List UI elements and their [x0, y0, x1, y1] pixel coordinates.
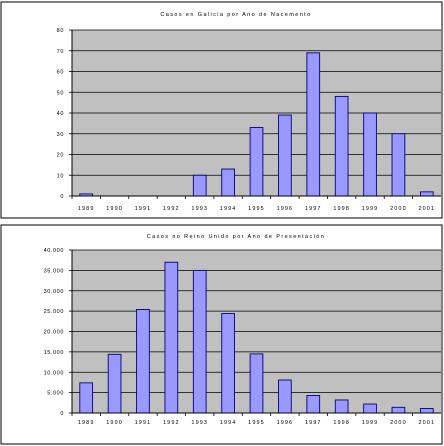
- bar: [221, 168, 235, 197]
- y-tick-label: 25.000: [44, 309, 64, 315]
- x-tick-label: 1998: [333, 206, 350, 212]
- x-tick-label: 1995: [248, 206, 265, 212]
- y-tick-label: 40: [57, 111, 64, 117]
- y-tick-label: 10.000: [44, 370, 64, 376]
- x-tick-label: 2001: [418, 206, 435, 212]
- y-tick-label: 80: [57, 28, 64, 34]
- x-tick-label: 1993: [191, 206, 208, 212]
- x-tick-label: 1989: [78, 206, 95, 212]
- chart-reino-unido: Casos no Reino Unido por Ano de Presenta…: [0, 224, 443, 445]
- bar: [306, 52, 321, 197]
- y-tick-label: 20.000: [44, 330, 64, 336]
- bar: [164, 261, 179, 414]
- y-tick-label: 40.000: [44, 248, 64, 254]
- x-tick-label: 1997: [305, 206, 322, 212]
- x-tick-label: 1990: [106, 420, 123, 426]
- bar: [306, 395, 321, 414]
- bar: [136, 309, 150, 414]
- x-tick-label: 2000: [390, 420, 407, 426]
- x-tick-label: 1992: [163, 206, 180, 212]
- bar: [249, 353, 264, 414]
- bar: [79, 382, 94, 414]
- y-tick-label: 30: [57, 132, 64, 138]
- bar: [419, 408, 434, 414]
- bar: [249, 127, 264, 197]
- chart-title: Casos no Reino Unido por Ano de Presenta…: [147, 234, 325, 240]
- x-tick-label: 2001: [418, 420, 435, 426]
- x-tick-label: 1990: [106, 206, 123, 212]
- x-tick-label: 1996: [277, 206, 294, 212]
- y-tick-label: 20: [57, 153, 64, 159]
- bar: [391, 406, 406, 414]
- y-tick-label: 10: [57, 173, 64, 179]
- bar: [221, 313, 235, 414]
- bar: [419, 191, 434, 197]
- x-tick-label: 1993: [191, 420, 208, 426]
- bar: [192, 174, 207, 197]
- y-tick-label: 0: [60, 194, 64, 200]
- bar: [363, 112, 377, 197]
- x-tick-label: 1991: [135, 206, 152, 212]
- x-tick-label: 1991: [135, 420, 152, 426]
- y-tick-label: 0: [60, 411, 64, 417]
- bar: [391, 133, 406, 197]
- y-tick-label: 60: [57, 70, 64, 76]
- y-tick-label: 5.000: [47, 391, 64, 397]
- bar: [278, 114, 292, 197]
- y-tick-label: 15.000: [44, 350, 64, 356]
- chart-galicia: Casos en Galicia por Ano de Nacemento 0 1…: [0, 1, 443, 219]
- x-tick-label: 1997: [305, 420, 322, 426]
- y-tick-label: 70: [57, 49, 64, 55]
- bar: [278, 379, 292, 414]
- bar: [107, 353, 122, 414]
- x-tick-label: 1992: [163, 420, 180, 426]
- x-tick-label: 1998: [333, 420, 350, 426]
- x-tick-label: 1996: [277, 420, 294, 426]
- chart-title: Casos en Galicia por Ano de Nacemento: [160, 12, 311, 18]
- x-tick-label: 1994: [220, 420, 237, 426]
- x-tick-label: 2000: [390, 206, 407, 212]
- y-tick-label: 35.000: [44, 268, 64, 274]
- y-tick-label: 50: [57, 90, 64, 96]
- x-tick-label: 1994: [220, 206, 237, 212]
- x-tick-label: 1995: [248, 420, 265, 426]
- x-tick-label: 1989: [78, 420, 95, 426]
- y-tick-label: 30.000: [44, 289, 64, 295]
- bar: [334, 399, 349, 414]
- bar: [363, 403, 377, 414]
- x-tick-label: 1999: [362, 206, 379, 212]
- bar: [192, 269, 207, 414]
- x-tick-label: 1999: [362, 420, 379, 426]
- bar: [334, 95, 349, 197]
